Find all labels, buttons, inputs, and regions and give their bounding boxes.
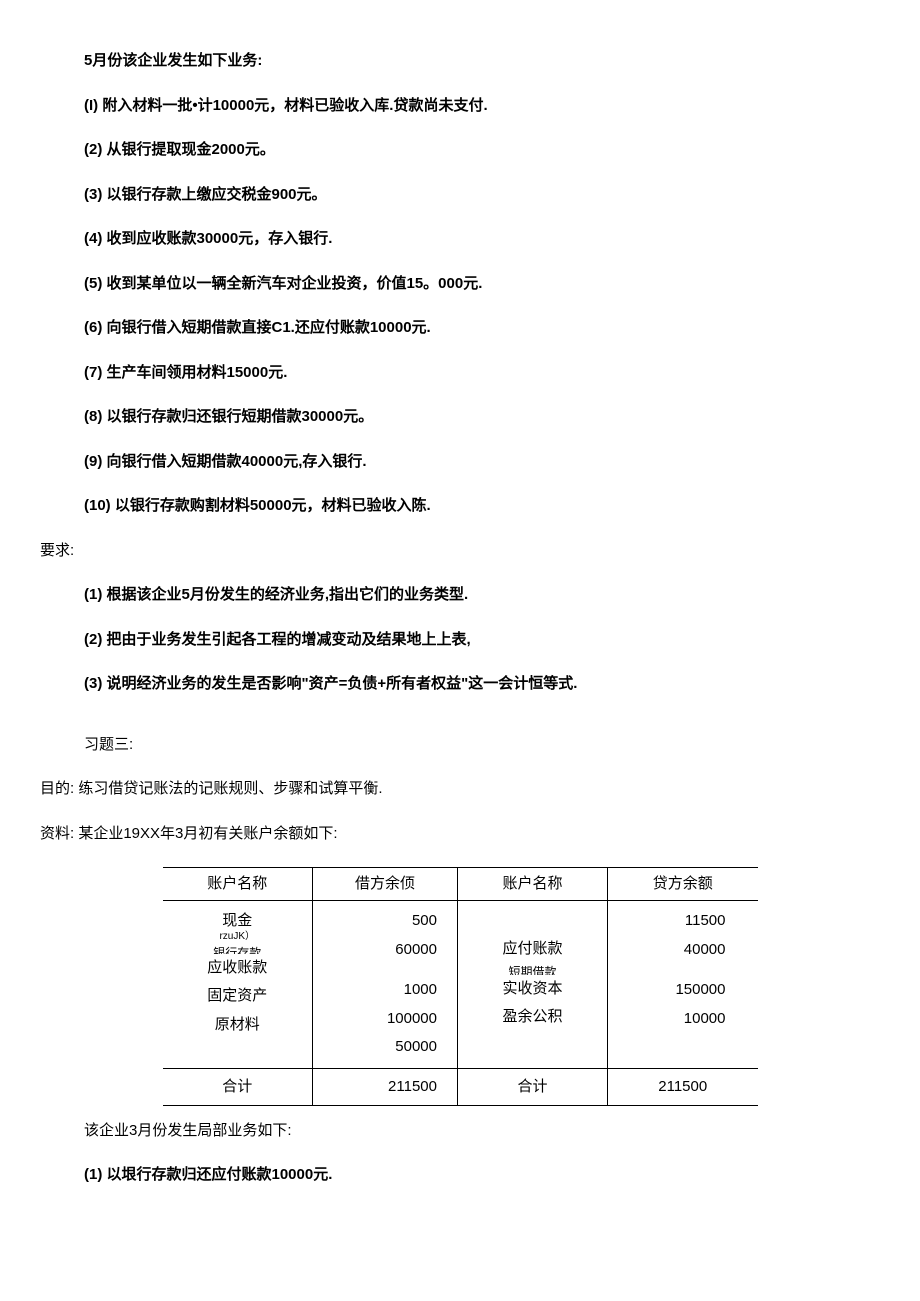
rv4: 10000 <box>608 1005 726 1034</box>
req-2: (2) 把由于业务发生引起各工程的增减变动及结果地上上表, <box>40 629 880 652</box>
rn2: 短期借款 <box>458 964 607 975</box>
table-body-row: 现金 rzuJK） 银行存款 应收账款 固定资产 原材料 500 60000 1… <box>163 901 758 1069</box>
ex3-item-1: (1) 以垠行存款归还应付账款10000元. <box>40 1164 880 1187</box>
th-account-right: 账户名称 <box>458 868 608 901</box>
lv4: 100000 <box>313 1005 437 1034</box>
table-foot-row: 合计 211500 合计 211500 <box>163 1068 758 1105</box>
lv1: 60000 <box>313 936 437 965</box>
item-10: (10) 以银行存款购割材料50000元，材料已验收入陈. <box>40 495 880 518</box>
ln1: rzuJK） <box>163 932 313 942</box>
req-1: (1) 根据该企业5月份发生的经济业务,指出它们的业务类型. <box>40 584 880 607</box>
req-3: (3) 说明经济业务的发生是否影响"资产=负债+所有者权益"这一会计恒等式. <box>40 673 880 696</box>
lv2 <box>313 964 437 976</box>
left-names-cell: 现金 rzuJK） 银行存款 应收账款 固定资产 原材料 <box>163 901 313 1069</box>
balance-table: 账户名称 借方余㑔 账户名称 贷方余额 现金 rzuJK） 银行存款 应收账款 … <box>163 867 758 1106</box>
lv3: 1000 <box>313 976 437 1005</box>
rv5 <box>608 1033 726 1053</box>
ex3-after: 该企业3月份发生局部业务如下: <box>40 1120 880 1143</box>
ln4: 固定资产 <box>163 982 313 1011</box>
rn3: 实收资本 <box>458 975 607 1004</box>
item-2: (2) 从银行提取现金2000元。 <box>40 139 880 162</box>
foot-3: 211500 <box>608 1068 758 1105</box>
item-7: (7) 生产车间领用材料15000元. <box>40 362 880 385</box>
item-9: (9) 向银行借入短期借款40000元,存入银行. <box>40 451 880 474</box>
ln5: 原材料 <box>163 1011 313 1040</box>
rv0: 11500 <box>608 907 726 936</box>
th-account-left: 账户名称 <box>163 868 313 901</box>
table-header-row: 账户名称 借方余㑔 账户名称 贷方余额 <box>163 868 758 901</box>
item-4: (4) 收到应收账款30000元，存入银行. <box>40 228 880 251</box>
ln2: 银行存款 <box>163 944 313 954</box>
rn0 <box>458 907 607 935</box>
req-label: 要求: <box>40 540 880 563</box>
rn5 <box>458 1032 607 1052</box>
item-1: (I) 附入材料一批•计10000元，材料已验收入库.贷款尚未支付. <box>40 95 880 118</box>
ex3-goal: 目的: 练习借贷记账法的记账规则、步骤和试算平衡. <box>40 778 880 801</box>
lv0: 500 <box>313 907 437 936</box>
foot-0: 合计 <box>163 1068 313 1105</box>
item-6: (6) 向银行借入短期借款直接C1.还应付账款10000元. <box>40 317 880 340</box>
ln3: 应收账款 <box>163 954 313 983</box>
item-8: (8) 以银行存款归还银行短期借款30000元。 <box>40 406 880 429</box>
rv1: 40000 <box>608 936 726 965</box>
foot-2: 合计 <box>458 1068 608 1105</box>
ex3-title: 习题三: <box>40 734 880 757</box>
right-names-cell: 应付账款 短期借款 实收资本 盈余公积 <box>458 901 608 1069</box>
lv5: 50000 <box>313 1033 437 1062</box>
th-debit: 借方余㑔 <box>313 868 458 901</box>
ex3-data: 资料: 某企业19XX年3月初有关账户余额如下: <box>40 823 880 846</box>
intro-text: 5月份该企业发生如下业务: <box>40 50 880 73</box>
item-3: (3) 以银行存款上缴应交税金900元。 <box>40 184 880 207</box>
rv2 <box>608 964 726 976</box>
rn4: 盈余公积 <box>458 1003 607 1032</box>
rv3: 150000 <box>608 976 726 1005</box>
right-vals-cell: 11500 40000 150000 10000 <box>608 901 758 1069</box>
th-credit: 贷方余额 <box>608 868 758 901</box>
item-5: (5) 收到某单位以一辆全新汽车对企业投资，价值15。000元. <box>40 273 880 296</box>
left-vals-cell: 500 60000 1000 100000 50000 <box>313 901 458 1069</box>
ln0: 现金 <box>222 912 252 929</box>
rn1: 应付账款 <box>458 935 607 964</box>
foot-1: 211500 <box>313 1068 458 1105</box>
